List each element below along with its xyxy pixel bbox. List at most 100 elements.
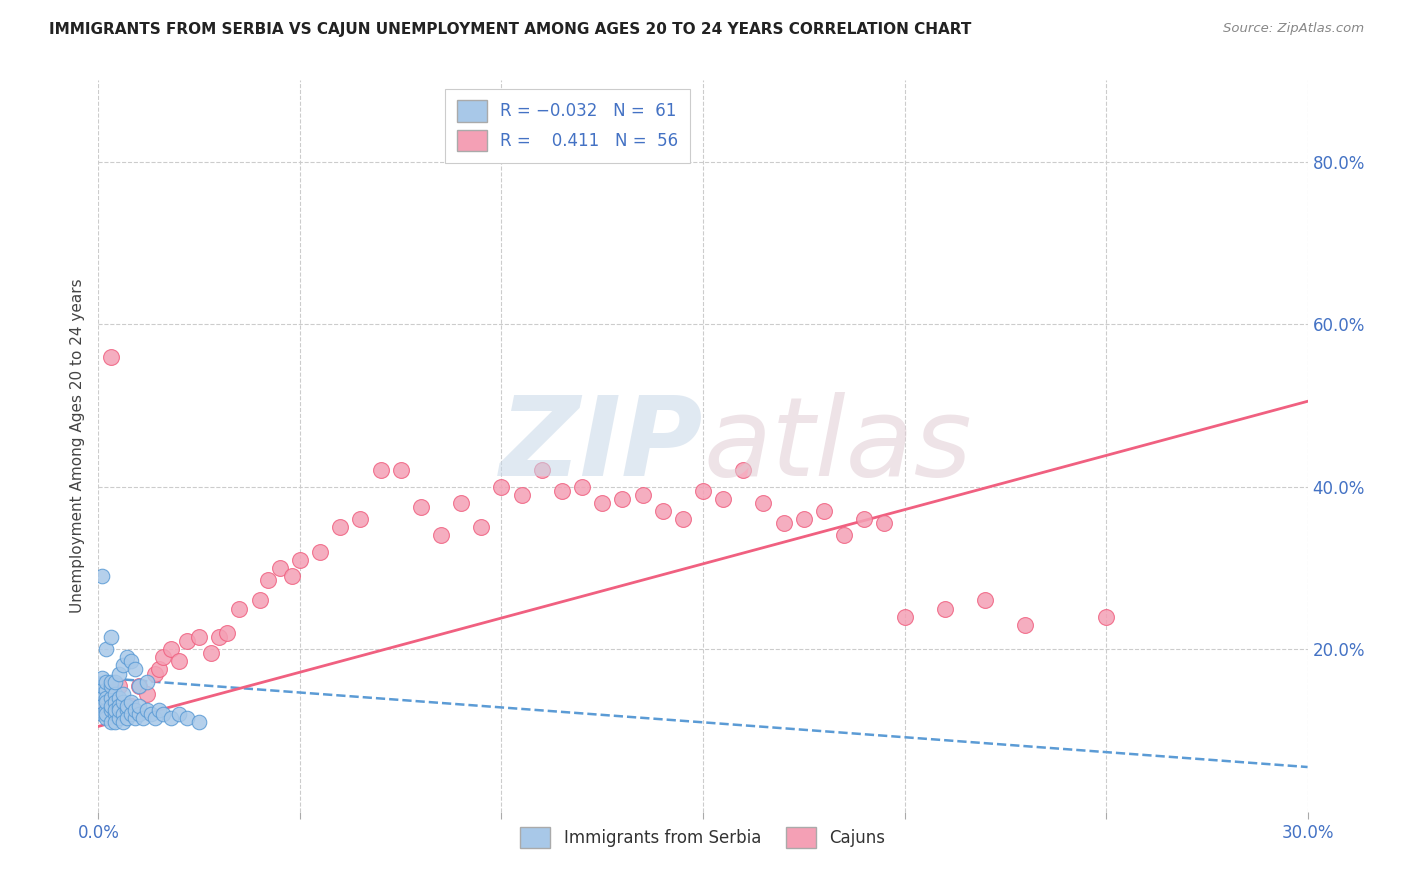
Point (96, 707, 118, 722)
Point (103, 674, 125, 689)
Point (893, 609, 915, 624)
Y-axis label: Unemployment Among Ages 20 to 24 years: Unemployment Among Ages 20 to 24 years (69, 278, 84, 614)
Point (107, 679, 129, 693)
Point (91, 687, 114, 701)
Point (228, 601, 250, 615)
Point (111, 658, 134, 673)
Point (128, 707, 150, 722)
Text: Source: ZipAtlas.com: Source: ZipAtlas.com (1223, 22, 1364, 36)
Point (132, 711, 155, 725)
Point (752, 496, 775, 510)
Point (120, 654, 142, 668)
Point (103, 695, 125, 709)
Point (91, 679, 114, 693)
Point (148, 703, 170, 717)
Point (148, 663, 170, 677)
Point (571, 480, 593, 494)
Point (832, 528, 855, 542)
Text: atlas: atlas (703, 392, 972, 500)
Point (692, 483, 714, 498)
Point (107, 690, 129, 705)
Point (711, 491, 734, 506)
Point (139, 707, 162, 722)
Point (128, 679, 150, 693)
Point (450, 496, 472, 510)
Point (143, 711, 166, 725)
Point (160, 711, 183, 725)
Point (96, 703, 118, 717)
Point (772, 516, 794, 531)
Point (188, 630, 211, 644)
Point (107, 699, 129, 714)
Point (107, 703, 129, 717)
Point (349, 512, 371, 526)
Point (107, 666, 129, 681)
Point (91, 699, 114, 714)
Point (510, 488, 533, 502)
Point (135, 687, 157, 701)
Point (176, 634, 198, 648)
Point (591, 496, 613, 510)
Point (934, 601, 956, 615)
Point (128, 699, 150, 714)
Point (107, 711, 129, 725)
Point (124, 711, 146, 725)
Point (813, 504, 835, 518)
Point (269, 561, 291, 575)
Point (111, 695, 134, 709)
Point (96, 711, 118, 725)
Point (217, 626, 239, 640)
Point (103, 715, 125, 730)
Point (200, 646, 222, 660)
Point (96, 642, 118, 657)
Point (135, 674, 157, 689)
Point (853, 512, 876, 526)
Point (612, 491, 634, 506)
Point (167, 707, 190, 722)
Point (793, 512, 815, 526)
Point (96, 703, 118, 717)
Point (1014, 617, 1036, 632)
Point (115, 711, 138, 725)
Point (288, 553, 311, 567)
Point (124, 663, 146, 677)
Point (160, 642, 183, 657)
Point (167, 654, 190, 668)
Point (100, 350, 122, 364)
Point (1095, 609, 1118, 624)
Point (631, 488, 654, 502)
Point (176, 711, 198, 725)
Point (309, 544, 332, 558)
Point (111, 707, 134, 722)
Point (103, 687, 125, 701)
Point (111, 687, 134, 701)
Point (281, 569, 304, 583)
Point (530, 463, 553, 477)
Point (120, 695, 142, 709)
Point (152, 707, 174, 722)
Point (208, 630, 231, 644)
Point (128, 679, 150, 693)
Point (329, 520, 352, 534)
Point (91, 569, 114, 583)
Text: ZIP: ZIP (499, 392, 703, 500)
Point (873, 516, 896, 531)
Point (370, 463, 392, 477)
Point (256, 573, 278, 587)
Point (733, 463, 755, 477)
Point (389, 463, 412, 477)
Point (91, 707, 114, 722)
Point (135, 703, 157, 717)
Point (115, 699, 138, 714)
Point (111, 715, 134, 730)
Point (152, 650, 174, 665)
Point (124, 703, 146, 717)
Point (100, 715, 122, 730)
Point (249, 593, 271, 607)
Point (96, 695, 118, 709)
Point (470, 520, 492, 534)
Point (103, 707, 125, 722)
Point (96, 674, 118, 689)
Point (120, 699, 142, 714)
Text: IMMIGRANTS FROM SERBIA VS CAJUN UNEMPLOYMENT AMONG AGES 20 TO 24 YEARS CORRELATI: IMMIGRANTS FROM SERBIA VS CAJUN UNEMPLOY… (49, 22, 972, 37)
